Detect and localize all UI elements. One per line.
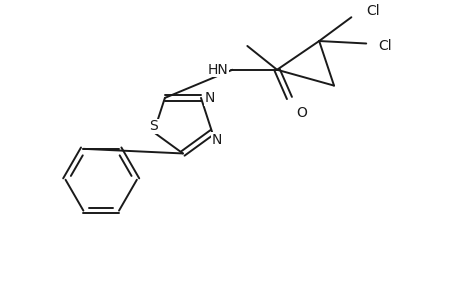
Text: N: N: [212, 133, 222, 147]
Text: O: O: [296, 106, 307, 120]
Text: S: S: [149, 119, 158, 133]
Text: Cl: Cl: [365, 4, 379, 18]
Text: N: N: [204, 91, 215, 105]
Text: HN: HN: [207, 63, 228, 77]
Text: Cl: Cl: [378, 39, 392, 53]
